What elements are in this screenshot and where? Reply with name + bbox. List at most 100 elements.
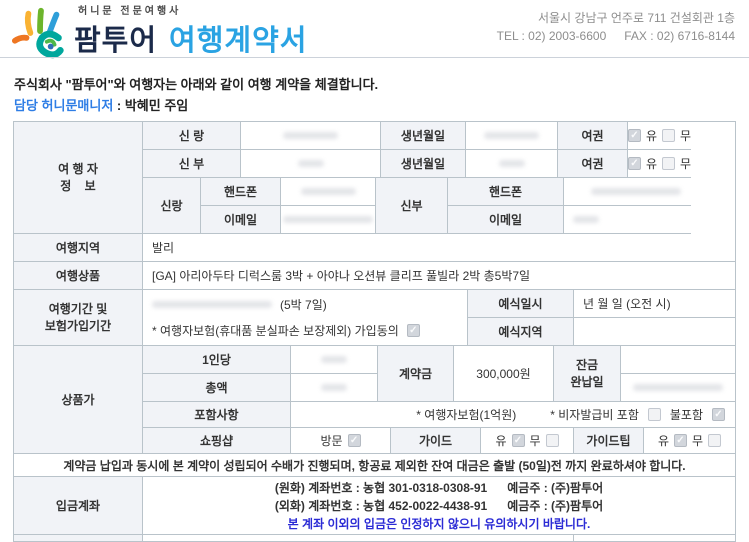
per-person-label: 1인당	[143, 346, 291, 374]
account-content: (원화) 계좌번호 : 농협 301-0318-0308-91 예금주 : (주…	[143, 477, 735, 535]
groom-row: 신 랑 생년월일 여권 ✓ 유 ✓ 무	[143, 122, 692, 150]
page-header: 허니문 전문여행사 팜투어 여행계약서 서울시 강남구 언주로 711 건설회관…	[0, 0, 749, 59]
product-value: [GA] 아리아두타 디럭스룸 3박 + 아야나 오션뷰 클리프 풀빌라 2박 …	[143, 262, 735, 290]
wedding-date-label: 예식일시	[468, 290, 574, 318]
contacts-rows: 신랑 핸드폰 이메일 신부 핸드폰	[143, 178, 692, 234]
visa-included-note: * 비자발급비 포함	[550, 408, 639, 422]
groom-passport-options: ✓ 유 ✓ 무	[628, 122, 692, 150]
company-address: 서울시 강남구 언주로 711 건설회관 1층	[537, 11, 735, 25]
wedding-region-value	[574, 318, 735, 346]
period-label: 여행기간 및 보험가입기간	[14, 290, 143, 346]
bride-phone-field	[564, 178, 692, 206]
guide-yes-checkbox[interactable]: ✓	[511, 434, 525, 447]
period-section: 여행기간 및 보험가입기간 (5박 7일) * 여행자보험(휴대품 분실파손 보…	[14, 290, 735, 346]
groom-contact-label: 신랑	[143, 178, 201, 234]
shopping-visit-checkbox[interactable]: ✓	[347, 434, 361, 447]
visa-excluded-label: 불포함	[669, 408, 703, 422]
price-section: 상품가 1인당 총액 계약금 300,000원	[14, 346, 735, 454]
redacted-value	[633, 384, 723, 391]
insurance-amount-note: * 여행자보험(1억원)	[416, 408, 517, 422]
company-tel: TEL : 02) 2003-6600	[496, 29, 607, 43]
redacted-value	[300, 188, 356, 195]
handprint-logo-icon	[12, 7, 64, 59]
groom-name-field	[241, 122, 381, 150]
balance-due-date-field	[621, 374, 735, 402]
bride-passport-label: 여권	[558, 150, 628, 178]
balance-due-label: 잔금 완납일	[554, 346, 621, 402]
brand-name: 팜투어	[74, 25, 158, 57]
period-value-cell: (5박 7일) * 여행자보험(휴대품 분실파손 보장제외) 가입동의 ✓	[143, 290, 468, 346]
insurance-consent-checkbox[interactable]: ✓	[406, 324, 420, 337]
account-fx-number: (외화) 계좌번호 : 농협 452-0022-4438-91	[274, 498, 488, 513]
wedding-date-value: 년 월 일 (오전 시)	[574, 290, 735, 318]
redacted-value	[573, 216, 599, 223]
groom-passport-no-checkbox[interactable]: ✓	[662, 129, 676, 142]
visit-label: 방문	[320, 434, 343, 448]
guide-tip-options: 유 ✓ 무 ✓	[644, 428, 735, 454]
groom-email-label: 이메일	[201, 206, 281, 234]
groom-dob-field	[466, 122, 558, 150]
deposit-notice: 계약금 납입과 동시에 본 계약이 성립되어 수배가 진행되며, 항공료 제외한…	[14, 454, 735, 477]
guide-label: 가이드	[391, 428, 481, 454]
groom-label: 신 랑	[143, 122, 241, 150]
price-section-label: 상품가	[14, 346, 143, 454]
per-person-value	[291, 346, 378, 374]
account-warning: 본 계좌 이외의 입금은 인정하지 않으니 유의하시기 바랍니다.	[287, 516, 591, 531]
bride-name-field	[241, 150, 381, 178]
bride-dob-field	[466, 150, 558, 178]
bride-label: 신 부	[143, 150, 241, 178]
region-row: 여행지역 발리	[14, 234, 735, 262]
guide-tip-yes-checkbox[interactable]: ✓	[674, 434, 687, 447]
guide-options: 유 ✓ 무 ✓	[481, 428, 574, 454]
wedding-region-label: 예식지역	[468, 318, 574, 346]
groom-email-field	[281, 206, 376, 234]
company-fax: FAX : 02) 6716-8144	[624, 29, 735, 43]
traveler-info-header: 여 행 자 정 보	[14, 122, 143, 234]
account-krw-number: (원화) 계좌번호 : 농협 301-0318-0308-91	[274, 480, 488, 495]
redacted-value	[152, 301, 272, 308]
visa-included-checkbox[interactable]: ✓	[647, 408, 661, 421]
shopping-visit-cell: 방문 ✓	[291, 428, 391, 454]
manager-line: 담당 허니문매니저 : 박혜민 주임	[14, 95, 188, 114]
redacted-value	[283, 216, 373, 223]
account-label: 입금계좌	[14, 477, 143, 535]
redacted-value	[321, 384, 347, 391]
shopping-label: 쇼핑샵	[143, 428, 291, 454]
redacted-value	[484, 132, 539, 139]
insurance-consent-note: * 여행자보험(휴대품 분실파손 보장제외) 가입동의	[152, 323, 399, 338]
brand-tagline: 허니문 전문여행사	[78, 6, 182, 17]
redacted-value	[297, 160, 324, 167]
groom-passport-label: 여권	[558, 122, 628, 150]
bride-passport-options: ✓ 유 ✓ 무	[628, 150, 692, 178]
company-logo: 허니문 전문여행사 팜투어 여행계약서	[12, 2, 307, 59]
bride-passport-yes-checkbox[interactable]: ✓	[628, 157, 641, 170]
deposit-value: 300,000원	[454, 346, 554, 402]
header-divider	[0, 57, 749, 58]
company-address-block: 서울시 강남구 언주로 711 건설회관 1층 TEL : 02) 2003-6…	[497, 9, 735, 45]
account-fx-holder: 예금주 : (주)팜투어	[507, 498, 604, 513]
guide-tip-no-checkbox[interactable]: ✓	[708, 434, 722, 447]
product-label: 여행상품	[14, 262, 143, 290]
guide-no-checkbox[interactable]: ✓	[545, 434, 559, 447]
deposit-label: 계약금	[378, 346, 454, 402]
groom-phone-field	[281, 178, 376, 206]
contract-table: 여 행 자 정 보 신 랑 생년월일 여권 ✓ 유 ✓ 무	[13, 121, 736, 542]
truncated-row	[14, 535, 735, 542]
groom-phone-label: 핸드폰	[201, 178, 281, 206]
groom-passport-yes-checkbox[interactable]: ✓	[628, 129, 641, 142]
duration-note: (5박 7일)	[280, 297, 327, 312]
region-value: 발리	[143, 234, 735, 262]
bride-passport-no-checkbox[interactable]: ✓	[662, 157, 676, 170]
redacted-value	[591, 188, 682, 195]
manager-label: 담당 허니문매니저	[14, 98, 114, 113]
account-section: 입금계좌 (원화) 계좌번호 : 농협 301-0318-0308-91 예금주…	[14, 477, 735, 535]
total-value	[291, 374, 378, 402]
document-title: 여행계약서	[169, 25, 308, 57]
product-row: 여행상품 [GA] 아리아두타 디럭스룸 3박 + 아야나 오션뷰 클리프 풀빌…	[14, 262, 735, 290]
traveler-info-section: 여 행 자 정 보 신 랑 생년월일 여권 ✓ 유 ✓ 무	[14, 122, 735, 234]
visa-excluded-checkbox[interactable]: ✓	[712, 408, 725, 421]
bride-contact-label: 신부	[376, 178, 448, 234]
total-label: 총액	[143, 374, 291, 402]
guide-tip-label: 가이드팁	[574, 428, 644, 454]
